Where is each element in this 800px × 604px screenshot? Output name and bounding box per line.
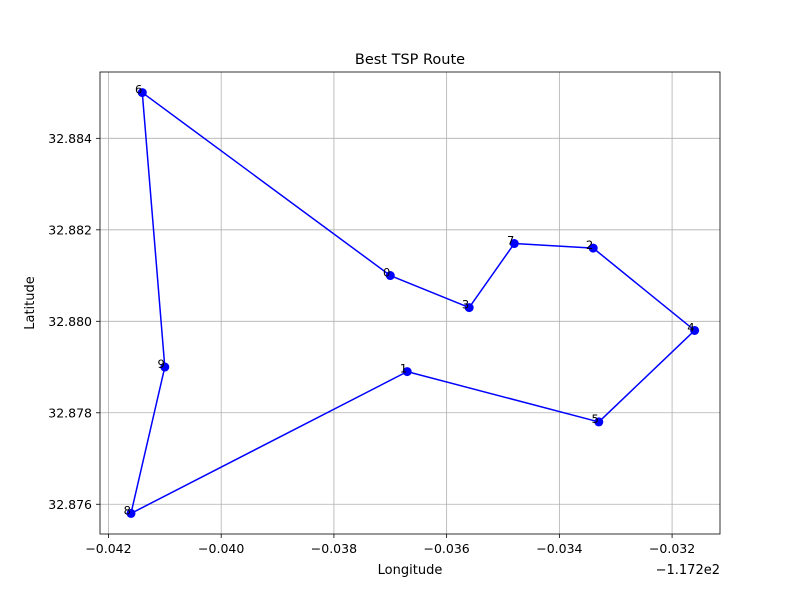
point-label: 4 (687, 320, 694, 334)
route-point (588, 243, 598, 253)
point-labels: 0 1 2 3 4 5 6 7 8 9 (124, 83, 695, 518)
route-point (126, 508, 136, 518)
route-point (385, 271, 395, 281)
point-label: 7 (507, 234, 514, 248)
x-tick-label: −0.040 (198, 541, 244, 556)
point-label: 6 (135, 83, 142, 97)
y-tick-label: 32.882 (48, 222, 92, 237)
y-tick-label: 32.884 (48, 131, 92, 146)
chart-title: Best TSP Route (355, 52, 465, 68)
y-tick-label: 32.878 (48, 405, 92, 420)
point-label: 9 (157, 357, 164, 371)
route-point (137, 88, 147, 98)
point-label: 8 (124, 503, 131, 517)
y-axis-label: Latitude (23, 276, 38, 330)
plot-area-frame (99, 71, 721, 535)
y-tick-label: 32.876 (48, 497, 92, 512)
x-tick-label: −0.038 (311, 541, 357, 556)
point-label: 2 (586, 238, 593, 252)
x-tick-label: −0.036 (424, 541, 470, 556)
x-tick-label: −0.034 (536, 541, 582, 556)
x-tick-label: −0.042 (85, 541, 131, 556)
axis-ticks: −0.042 −0.040 −0.038 −0.036 −0.034 −0.032 32.8… (48, 131, 695, 556)
y-tick-label: 32.880 (48, 314, 92, 329)
route-point (464, 303, 474, 313)
point-label: 3 (462, 298, 469, 312)
route-point (690, 325, 700, 335)
route-points (126, 88, 700, 518)
route-point (509, 239, 519, 249)
x-axis-offset-label: −1.172e2 (656, 563, 720, 578)
x-tick-label: −0.032 (649, 541, 695, 556)
route-point (160, 362, 170, 372)
point-label: 5 (591, 412, 598, 426)
route-point (594, 417, 604, 427)
point-label: 1 (400, 362, 407, 376)
x-axis-label: Longitude (378, 563, 443, 578)
route-point (402, 367, 412, 377)
point-label: 0 (383, 266, 390, 280)
